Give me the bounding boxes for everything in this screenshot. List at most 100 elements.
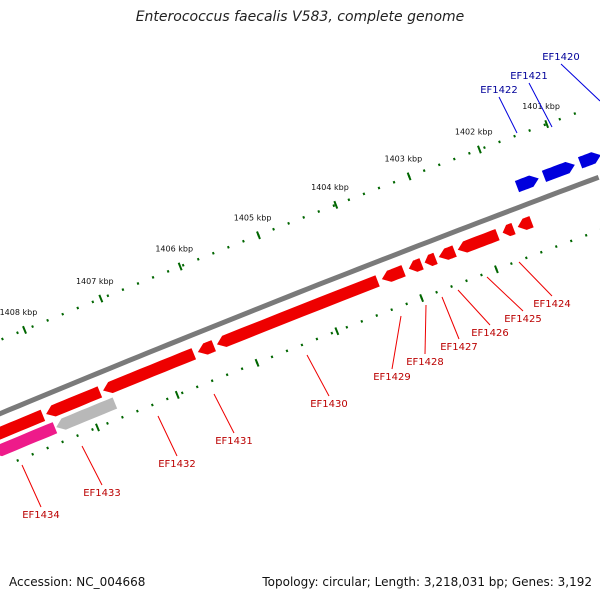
gene-arrow-ef1427[interactable]	[437, 244, 459, 261]
minor-tick	[181, 263, 185, 267]
minor-tick	[360, 319, 364, 323]
minor-tick	[61, 440, 64, 444]
minor-tick	[46, 318, 49, 322]
minor-tick	[16, 331, 19, 335]
gene-arrow-ef1433[interactable]	[101, 346, 198, 395]
gene-arrow-ef1434[interactable]	[44, 385, 104, 418]
minor-tick	[242, 239, 245, 243]
minor-tick	[317, 210, 321, 213]
minor-tick	[31, 325, 34, 329]
minor-tick	[76, 434, 79, 438]
gene-arrow-ef1424[interactable]	[516, 214, 535, 232]
tick-label: 1402 kbp	[455, 128, 493, 137]
minor-tick	[165, 397, 169, 401]
inner-tick-ring	[16, 228, 600, 462]
minor-tick	[528, 129, 531, 132]
gene-arrow-ef1431[interactable]	[215, 273, 382, 349]
minor-tick	[210, 379, 214, 383]
gene-arrow-ef1420[interactable]	[576, 151, 600, 170]
gene-arrow-offscreen[interactable]	[0, 408, 47, 442]
gene-label-ef1428[interactable]: EF1428	[406, 357, 444, 368]
gene-arrow-ef1422[interactable]	[513, 174, 541, 194]
gene-arrow-ef1429[interactable]	[407, 256, 426, 273]
gene-arrow-ef1426[interactable]	[456, 227, 501, 254]
map-title: Enterococcus faecalis V583, complete gen…	[135, 9, 465, 25]
leader-line	[560, 63, 600, 102]
minor-tick	[195, 385, 199, 389]
leader-line	[486, 276, 524, 312]
minor-tick	[450, 285, 453, 288]
minor-tick	[180, 391, 184, 395]
gene-arrow-ef1425[interactable]	[501, 221, 517, 238]
gene-label-ef1434[interactable]: EF1434	[22, 510, 60, 521]
minor-tick	[121, 415, 124, 419]
gene-arrow-pseudo[interactable]	[54, 396, 119, 431]
gene-label-ef1430[interactable]: EF1430	[310, 399, 348, 410]
gene-arrow-other[interactable]	[0, 420, 59, 458]
minor-tick	[510, 262, 513, 266]
gene-arrow-ef1428[interactable]	[423, 251, 440, 268]
major-tick	[334, 327, 340, 336]
minor-tick	[76, 306, 80, 310]
minor-tick	[16, 458, 20, 462]
gene-label-ef1432[interactable]: EF1432	[158, 459, 196, 470]
tick-label: 1403 kbp	[385, 154, 423, 163]
tick-label: 1408 kbp	[0, 308, 37, 317]
leader-line	[498, 96, 518, 134]
leader-line	[391, 315, 402, 370]
gene-label-ef1429[interactable]: EF1429	[373, 372, 411, 383]
major-tick	[419, 293, 424, 303]
minor-tick	[332, 204, 336, 208]
minor-tick	[302, 215, 306, 219]
minor-tick	[539, 250, 543, 254]
gene-label-ef1421[interactable]: EF1421	[510, 71, 548, 82]
gene-label-ef1433[interactable]: EF1433	[83, 488, 121, 499]
gene-arrow-ef1421[interactable]	[540, 160, 577, 184]
gene-label-ef1426[interactable]: EF1426	[471, 328, 509, 339]
minor-tick	[240, 367, 244, 371]
gene-label-track: EF1420 EF1421 EF1422 EF1424 EF1425 EF1426 EF14…	[21, 52, 600, 521]
minor-tick	[31, 452, 35, 456]
minor-tick	[573, 112, 577, 116]
major-tick	[22, 325, 27, 334]
gene-label-ef1427[interactable]: EF1427	[440, 342, 478, 353]
gene-label-ef1422[interactable]: EF1422	[480, 85, 518, 96]
major-tick	[333, 200, 339, 209]
leader-line	[21, 464, 42, 508]
minor-tick	[483, 146, 486, 150]
minor-tick	[287, 221, 290, 225]
minor-tick	[150, 403, 154, 407]
major-tick	[406, 172, 412, 181]
minor-tick	[498, 140, 501, 144]
major-tick	[95, 423, 100, 432]
minor-tick	[151, 275, 155, 279]
tick-label: 1404 kbp	[311, 183, 349, 192]
gene-label-ef1420[interactable]: EF1420	[542, 52, 580, 63]
minor-tick	[211, 251, 215, 255]
leader-line	[157, 415, 178, 457]
genome-summary-text: Topology: circular; Length: 3,218,031 bp…	[262, 575, 592, 589]
minor-tick	[345, 325, 349, 329]
major-tick	[177, 262, 183, 271]
minor-tick	[377, 186, 381, 190]
minor-tick	[558, 117, 562, 121]
minor-tick	[106, 421, 109, 425]
minor-tick	[480, 273, 483, 277]
minor-tick	[106, 294, 110, 298]
gene-label-ef1425[interactable]: EF1425	[504, 314, 542, 325]
tick-label: 1407 kbp	[76, 277, 114, 286]
gene-label-ef1424[interactable]: EF1424	[533, 299, 571, 310]
minor-tick	[465, 279, 468, 283]
minor-tick	[468, 151, 471, 155]
minor-tick	[272, 227, 275, 231]
minor-tick	[1, 337, 4, 341]
gene-label-ef1431[interactable]: EF1431	[215, 436, 253, 447]
major-tick	[174, 390, 180, 399]
tick-label: 1406 kbp	[155, 245, 193, 254]
minor-tick	[61, 312, 65, 316]
minor-tick	[135, 409, 139, 413]
gene-arrow-ef1432[interactable]	[196, 338, 218, 356]
minor-tick	[330, 331, 334, 335]
gene-arrow-ef1430[interactable]	[380, 263, 408, 283]
minor-tick	[452, 157, 456, 161]
